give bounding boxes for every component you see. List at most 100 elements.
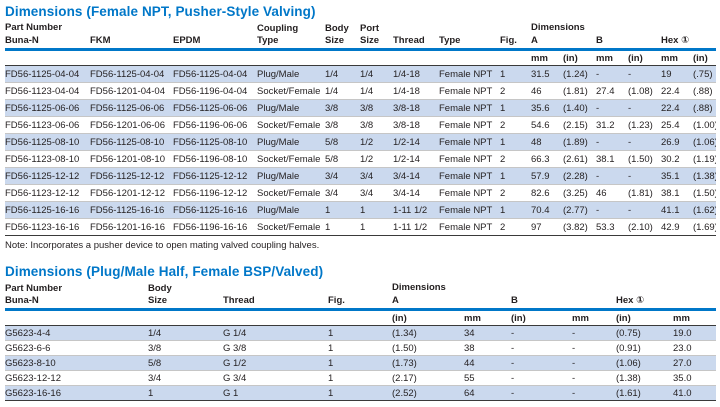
table-cell: 3/8 <box>148 342 162 354</box>
unit-a-mm: mm <box>531 49 563 66</box>
col-header-part-number-buna: Part Number Buna-N <box>5 282 148 311</box>
table-cell: G 1/2 <box>223 357 247 369</box>
units-spacer <box>5 49 531 66</box>
table-cell: - <box>511 327 515 339</box>
table-cell: 1/2-14 <box>393 153 420 165</box>
table-cell: 1 <box>325 204 331 216</box>
table-cell: 1/2-14 <box>393 136 420 148</box>
table-cell: 1 <box>328 327 334 339</box>
table-cell: 35.0 <box>673 372 692 384</box>
table-cell: Plug/Male <box>257 102 300 114</box>
table-cell: (1.06) <box>693 136 717 148</box>
table-cell: 64 <box>464 387 475 399</box>
unit-hex-in: (in) <box>616 309 673 326</box>
table-cell: Female NPT <box>439 221 493 233</box>
table-cell: FD56-1123-08-10 <box>5 153 80 165</box>
table-cell: 5/8 <box>325 153 339 165</box>
table-cell: 30.2 <box>661 153 680 165</box>
table-cell: 53.3 <box>596 221 615 233</box>
table-cell: (2.10) <box>628 221 653 233</box>
table-cell: 1 <box>328 372 334 384</box>
table-cell: FD56-1123-12-12 <box>5 187 80 199</box>
col-header-body-size: Body Size <box>325 22 360 51</box>
table-cell: (1.73) <box>392 357 417 369</box>
table-cell: FD56-1125-12-12 <box>90 170 165 182</box>
table-cell: 1/4 <box>325 85 339 97</box>
col-header-fig: Fig. <box>500 22 531 51</box>
table-cell: (1.24) <box>563 68 588 80</box>
table-cell: - <box>596 170 600 182</box>
table-row: FD56-1123-04-04 FD56-1201-04-04 FD56-1196-… <box>5 83 717 100</box>
table-cell: G5623-16-16 <box>5 387 61 399</box>
table-cell: 1 <box>500 170 506 182</box>
table-cell: Socket/Female <box>257 85 321 97</box>
table-cell: Female NPT <box>439 68 493 80</box>
table-cell: (2.28) <box>563 170 588 182</box>
table-cell: 66.3 <box>531 153 550 165</box>
col-header-port-size: Port Size <box>360 22 393 51</box>
table-cell: - <box>596 68 600 80</box>
table-cell: Female NPT <box>439 102 493 114</box>
table-cell: FD56-1125-04-04 <box>90 68 165 80</box>
table-cell: FD56-1125-06-06 <box>90 102 165 114</box>
col-header-dim-a: A <box>392 295 511 311</box>
table-cell: (1.81) <box>563 85 588 97</box>
table-cell: Plug/Male <box>257 136 300 148</box>
table-cell: 25.4 <box>661 119 680 131</box>
table-cell: Female NPT <box>439 187 493 199</box>
table-cell: (2.52) <box>392 387 417 399</box>
header-row-columns: A B Hex ① <box>5 295 717 311</box>
table-cell: 38.1 <box>661 187 680 199</box>
table-cell: (2.17) <box>392 372 417 384</box>
table-cell: (1.06) <box>616 357 641 369</box>
table-cell: (1.19) <box>693 153 717 165</box>
table-cell: - <box>628 136 632 148</box>
unit-b-mm: mm <box>596 49 628 66</box>
table-cell: FD56-1125-04-04 <box>173 68 248 80</box>
dimensions-female-npt-table: Part Number Coupling Type Body Size Port… <box>5 22 717 236</box>
table-cell: 2 <box>500 85 506 97</box>
table-cell: 3/4 <box>325 187 339 199</box>
table-cell: G 1 <box>223 387 239 399</box>
table-cell: 1 <box>360 204 366 216</box>
table-cell: 19.0 <box>673 327 692 339</box>
table-cell: FD56-1125-16-16 <box>173 204 248 216</box>
table-cell: 1-11 1/2 <box>393 221 428 233</box>
col-header-coupling-type: Coupling Type <box>257 22 325 51</box>
table-cell: 82.6 <box>531 187 550 199</box>
table-cell: (1.40) <box>563 102 588 114</box>
table-cell: FD56-1125-16-16 <box>90 204 165 216</box>
table-cell: FD56-1196-04-04 <box>173 85 248 97</box>
table-cell: 1 <box>500 204 506 216</box>
table-row: FD56-1123-06-06 FD56-1201-06-06 FD56-1196-… <box>5 117 717 134</box>
table-cell: 26.9 <box>661 136 680 148</box>
table-row: G5623-8-10 5/8 G 1/2 1 (1.73) 44 - - (1.06) 27.0 <box>5 355 717 371</box>
table-cell: FD56-1125-08-10 <box>90 136 165 148</box>
col-header-hex: Hex ① <box>661 35 717 51</box>
table-cell: 97 <box>531 221 542 233</box>
table-row: FD56-1123-16-16 FD56-1201-16-16 FD56-1196-… <box>5 219 717 236</box>
table-cell: 3/4 <box>325 170 339 182</box>
table-cell: - <box>628 68 632 80</box>
table1-title: Dimensions (Female NPT, Pusher-Style Val… <box>5 4 316 19</box>
table-row: FD56-1125-04-04 FD56-1125-04-04 FD56-1125-… <box>5 65 717 83</box>
col-header-type: Type <box>439 22 500 51</box>
table-cell: (1.62) <box>693 204 717 216</box>
table-cell: FD56-1123-16-16 <box>5 221 80 233</box>
table-cell: 1 <box>500 136 506 148</box>
table-cell: Socket/Female <box>257 153 321 165</box>
table-row: FD56-1123-08-10 FD56-1201-08-10 FD56-1196-… <box>5 151 717 168</box>
col-group-dimensions: Dimensions <box>531 22 585 33</box>
table2-title: Dimensions (Plug/Male Half, Female BSP/V… <box>5 264 324 279</box>
col-header-thread: Thread <box>223 282 328 311</box>
table-cell: 57.9 <box>531 170 550 182</box>
table-cell: (1.34) <box>392 327 417 339</box>
table-cell: 1/4-18 <box>393 85 420 97</box>
table-cell: (.88) <box>693 102 713 114</box>
unit-a-in: (in) <box>563 49 596 66</box>
table-cell: (2.61) <box>563 153 588 165</box>
table-cell: 1 <box>328 387 334 399</box>
table-cell: - <box>628 102 632 114</box>
table-cell: FD56-1123-06-06 <box>5 119 80 131</box>
table-cell: Socket/Female <box>257 187 321 199</box>
